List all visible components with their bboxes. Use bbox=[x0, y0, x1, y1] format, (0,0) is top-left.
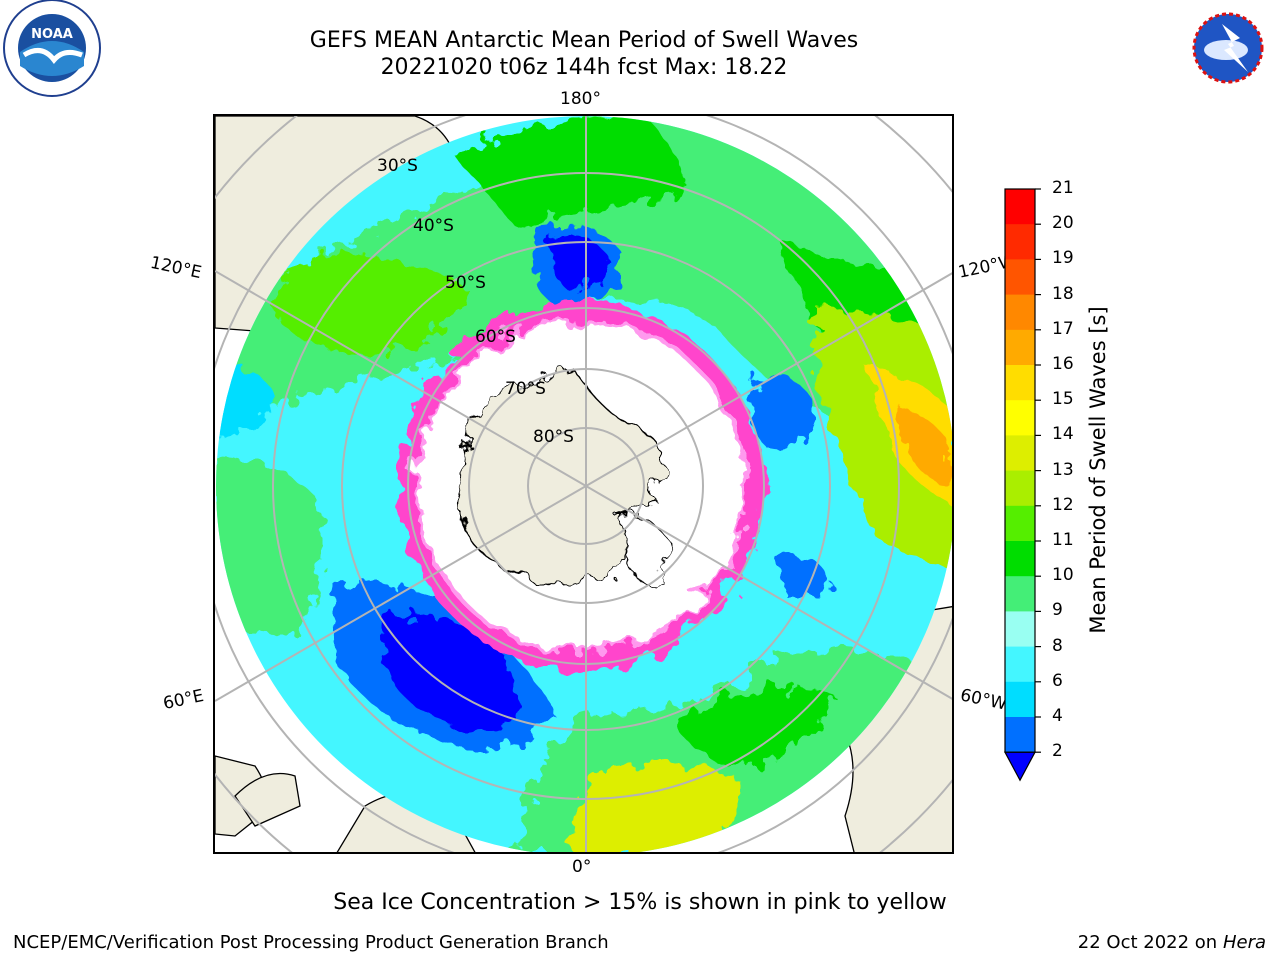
credit-left: NCEP/EMC/Verification Post Processing Pr… bbox=[13, 932, 609, 953]
graticule bbox=[215, 116, 952, 852]
colorbar-tick-label: 20 bbox=[1052, 213, 1074, 234]
colorbar-band bbox=[1005, 329, 1035, 366]
colorbar-band bbox=[1005, 505, 1035, 542]
colorbar-tick-label: 13 bbox=[1052, 459, 1074, 480]
lat-label-50s: 50°S bbox=[445, 273, 486, 293]
antarctica bbox=[461, 370, 669, 587]
colorbar-band bbox=[1005, 541, 1035, 577]
colorbar-band bbox=[1005, 259, 1035, 296]
colorbar-tick-label: 11 bbox=[1052, 530, 1074, 550]
colorbar-band bbox=[1005, 294, 1035, 331]
colorbar-band bbox=[1005, 224, 1035, 260]
lat-label-40s: 40°S bbox=[413, 216, 454, 236]
colorbar-band bbox=[1005, 400, 1035, 436]
colorbar-band bbox=[1005, 717, 1035, 753]
lon-label-60w: 60°W bbox=[958, 685, 1009, 715]
lon-label-60e: 60°E bbox=[161, 685, 206, 715]
credit-right: 22 Oct 2022 on Hera bbox=[1078, 932, 1266, 953]
lat-label-60s: 60°S bbox=[475, 327, 516, 347]
colorbar-band bbox=[1005, 365, 1035, 401]
lon-label-120e: 120°E bbox=[148, 252, 204, 284]
latitude-labels: 30°S 40°S 50°S 60°S 70°S 80°S bbox=[377, 156, 574, 447]
colorbar-tick-label: 15 bbox=[1052, 389, 1074, 410]
colorbar-tick-label: 2 bbox=[1052, 741, 1063, 762]
colorbar-band bbox=[1005, 611, 1035, 648]
colorbar-extend-min bbox=[1003, 751, 1037, 782]
colorbar-tick-label: 9 bbox=[1052, 600, 1063, 621]
colorbar-band bbox=[1005, 435, 1035, 472]
lon-label-0: 0° bbox=[572, 857, 592, 877]
colorbar-tick-label: 17 bbox=[1052, 318, 1074, 339]
colorbar-tick-label: 21 bbox=[1052, 178, 1074, 198]
colorbar-tick-label: 19 bbox=[1052, 248, 1074, 269]
map-panel: 30°S 40°S 50°S 60°S 70°S 80°S bbox=[213, 114, 954, 854]
colorbar-label: Mean Period of Swell Waves [s] bbox=[1086, 306, 1110, 634]
colorbar-tick-label: 16 bbox=[1052, 354, 1074, 374]
colorbar-band bbox=[1005, 189, 1035, 225]
lat-label-80s: 80°S bbox=[533, 427, 574, 447]
noaa-logo: NOAA bbox=[2, 0, 102, 104]
colorbar-tick-label: 18 bbox=[1052, 283, 1074, 304]
colorbar bbox=[1003, 188, 1041, 782]
noaa-logo-text: NOAA bbox=[31, 27, 73, 42]
colorbar-tick-label: 4 bbox=[1052, 706, 1063, 726]
plot-title: GEFS MEAN Antarctic Mean Period of Swell… bbox=[309, 28, 859, 53]
lon-label-180: 180° bbox=[560, 89, 601, 109]
credit-host: Hera bbox=[1222, 932, 1266, 953]
nws-logo bbox=[1178, 0, 1278, 104]
colorbar-tick-label: 8 bbox=[1052, 635, 1063, 656]
colorbar-band bbox=[1005, 470, 1035, 507]
lat-label-30s: 30°S bbox=[377, 156, 418, 176]
lat-label-70s: 70°S bbox=[505, 379, 546, 399]
colorbar-band bbox=[1005, 576, 1035, 612]
colorbar-tick-label: 10 bbox=[1052, 565, 1074, 586]
plot-subtitle: 20221020 t06z 144h fcst Max: 18.22 bbox=[380, 55, 788, 80]
credit-date: 22 Oct 2022 on bbox=[1077, 932, 1223, 953]
colorbar-band bbox=[1005, 646, 1035, 683]
map-canvas: 30°S 40°S 50°S 60°S 70°S 80°S bbox=[215, 116, 952, 852]
colorbar-tick-label: 14 bbox=[1052, 424, 1074, 445]
sea-ice-note: Sea Ice Concentration > 15% is shown in … bbox=[333, 890, 947, 915]
colorbar-tick-label: 6 bbox=[1052, 670, 1063, 691]
colorbar-band bbox=[1005, 681, 1035, 718]
colorbar-tick-label: 12 bbox=[1052, 494, 1074, 515]
